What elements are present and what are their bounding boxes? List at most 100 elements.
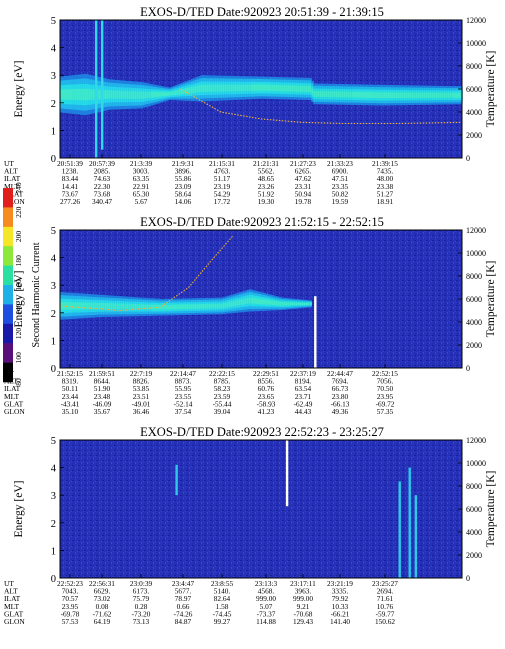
band-strip (154, 91, 158, 98)
ephemeris-cell: 23.09 (175, 182, 192, 191)
band-strip (170, 304, 174, 310)
band-strip (196, 304, 200, 309)
band-strip (242, 298, 246, 305)
band-strip (106, 90, 109, 99)
y-tick-label: 4 (51, 44, 57, 55)
spectral-spike (175, 464, 178, 496)
ephemeris-cell: 47.62 (295, 174, 312, 183)
spectral-spike (414, 495, 417, 578)
band-strip (357, 91, 361, 98)
band-strip (156, 91, 160, 97)
band-strip (431, 92, 435, 98)
band-strip (78, 88, 81, 101)
ephemeris-cell: 8785. (214, 377, 231, 386)
y-tick-label: 5 (51, 436, 56, 447)
band-strip (267, 300, 270, 305)
band-strip (92, 302, 95, 310)
ephemeris-cell: 21:39:15 (372, 159, 398, 168)
band-strip (86, 88, 89, 101)
ephemeris-cell: 23:13:3 (255, 579, 278, 588)
band-strip (80, 88, 83, 101)
band-strip (218, 303, 222, 309)
band-strip (66, 89, 69, 100)
ephemeris-cell: 51.27 (377, 189, 394, 198)
band-strip (144, 91, 147, 99)
band-strip (76, 89, 79, 101)
ephemeris-cell: 1.58 (216, 602, 229, 611)
band-strip (246, 297, 250, 304)
band-strip (216, 303, 220, 309)
ephemeris-cell: 21:15:31 (209, 159, 235, 168)
band-strip (108, 303, 111, 310)
ephemeris-cell: 55.86 (175, 174, 192, 183)
band-strip (164, 92, 168, 96)
band-strip (363, 91, 367, 98)
band-strip (345, 91, 348, 98)
ephemeris-cell: 23:4:47 (172, 579, 195, 588)
band-strip (206, 303, 210, 309)
band-strip (118, 90, 121, 99)
colorbar-tick-label: 160 (14, 279, 23, 291)
y2-tick-label: 4000 (466, 108, 482, 117)
band-strip (441, 92, 445, 98)
ephemeris-table: UT 22:52:23 22:56:31 23:0:39 23:4:47 23:8:55 2… (4, 579, 398, 626)
band-strip (150, 91, 153, 98)
ephemeris-cell: 75.79 (133, 594, 150, 603)
band-strip (248, 84, 252, 91)
band-strip (82, 88, 85, 101)
band-strip (144, 304, 147, 310)
ephemeris-cell: 23.48 (94, 392, 111, 401)
band-strip (269, 84, 272, 91)
band-strip (269, 300, 272, 305)
energy-band (60, 289, 312, 320)
ephemeris-cell: 114.88 (256, 617, 276, 626)
ephemeris-cell: 73.67 (62, 189, 79, 198)
ephemeris-cell: 7056. (377, 377, 394, 386)
colorbar-tick-label: 240 (14, 182, 23, 194)
ephemeris-cell: 5.07 (260, 602, 273, 611)
band-strip (220, 303, 224, 309)
ephemeris-cell: -52.14 (174, 399, 193, 408)
ephemeris-cell: 51.92 (258, 189, 275, 198)
band-strip (244, 84, 248, 92)
ephemeris-row-label: GLAT (4, 609, 24, 618)
band-strip (124, 303, 127, 310)
band-strip (194, 304, 198, 309)
y2-tick-label: 10000 (466, 459, 486, 468)
band-strip (427, 92, 431, 98)
band-strip (146, 304, 149, 310)
band-strip (160, 91, 164, 97)
ephemeris-row-label: MLT (4, 602, 20, 611)
ephemeris-cell: 23.55 (175, 392, 192, 401)
band-strip (303, 302, 306, 305)
ephemeris-cell: 64.19 (94, 617, 111, 626)
colorbar-segment (3, 207, 13, 228)
ephemeris-cell: 73.13 (133, 617, 150, 626)
ephemeris-cell: 23:0:39 (130, 579, 153, 588)
y-tick-label: 1 (51, 546, 56, 557)
band-strip (240, 299, 244, 305)
ephemeris-row-label: ILAT (4, 384, 21, 393)
ephemeris-cell: 23.26 (258, 182, 275, 191)
temperature-trace (180, 88, 463, 125)
band-strip (148, 91, 151, 98)
spectrogram-background (60, 440, 462, 578)
ephemeris-row-label: GLON (4, 197, 25, 206)
band-strip (377, 92, 381, 98)
band-strip (200, 84, 204, 92)
band-strip (180, 304, 184, 310)
band-strip (136, 91, 139, 99)
colorbar-tick-label: 220 (14, 206, 23, 218)
ephemeris-cell: 21:21:31 (253, 159, 279, 168)
band-strip (279, 301, 282, 306)
ephemeris-cell: 50.11 (62, 384, 78, 393)
ephemeris-cell: 84.87 (175, 617, 192, 626)
ephemeris-cell: 19.78 (295, 197, 312, 206)
colorbar-segment (3, 285, 13, 305)
band-strip (287, 302, 290, 306)
ephemeris-cell: 21:27:23 (290, 159, 316, 168)
ephemeris-cell: 999.00 (293, 594, 313, 603)
ephemeris-cell: 21:52:15 (57, 369, 83, 378)
panels: EXOS-D/TED Date:920923 20:51:39 - 21:39:… (4, 5, 497, 626)
